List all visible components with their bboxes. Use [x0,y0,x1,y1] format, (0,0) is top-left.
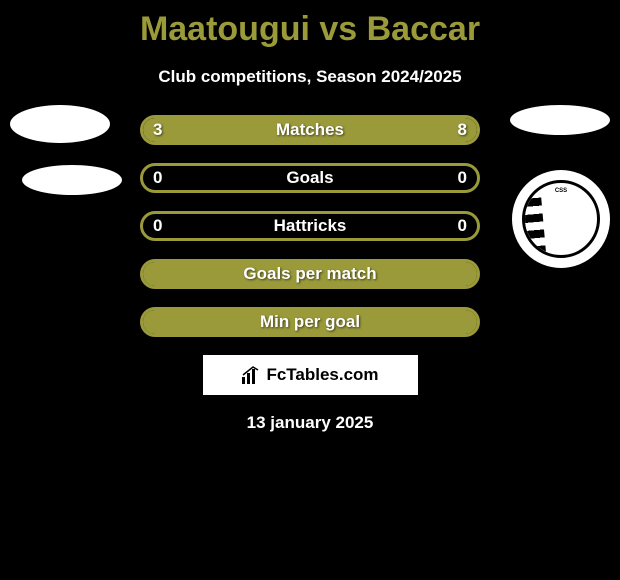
chart-icon [241,365,261,385]
stat-label: Hattricks [143,216,477,236]
stat-label: Goals per match [143,264,477,284]
stat-bar-matches: 3 Matches 8 [140,115,480,145]
stat-bar-goals: 0 Goals 0 [140,163,480,193]
stat-value-right: 0 [458,216,467,236]
brand-box[interactable]: FcTables.com [203,355,418,395]
stat-value-right: 0 [458,168,467,188]
player2-club-logo-2: CSS [512,170,610,268]
stat-bar-hattricks: 0 Hattricks 0 [140,211,480,241]
stat-label: Matches [143,120,477,140]
player1-club-logo-2 [22,165,122,195]
stat-bar-goals-per-match: Goals per match [140,259,480,289]
player1-club-logo-1 [10,105,110,143]
css-club-badge: CSS [522,180,600,258]
comparison-title: Maatougui vs Baccar [0,0,620,49]
stat-label: Goals [143,168,477,188]
brand-text: FcTables.com [266,365,378,385]
date-text: 13 january 2025 [0,413,620,433]
stat-bar-min-per-goal: Min per goal [140,307,480,337]
stat-label: Min per goal [143,312,477,332]
player2-club-logo-1 [510,105,610,135]
season-subtitle: Club competitions, Season 2024/2025 [0,67,620,87]
content-area: CSS 3 Matches 8 0 Goals 0 0 Hattricks 0 [0,115,620,433]
stat-rows-container: 3 Matches 8 0 Goals 0 0 Hattricks 0 Goal… [140,115,480,337]
css-badge-text: CSS [552,188,570,194]
stat-value-right: 8 [458,120,467,140]
